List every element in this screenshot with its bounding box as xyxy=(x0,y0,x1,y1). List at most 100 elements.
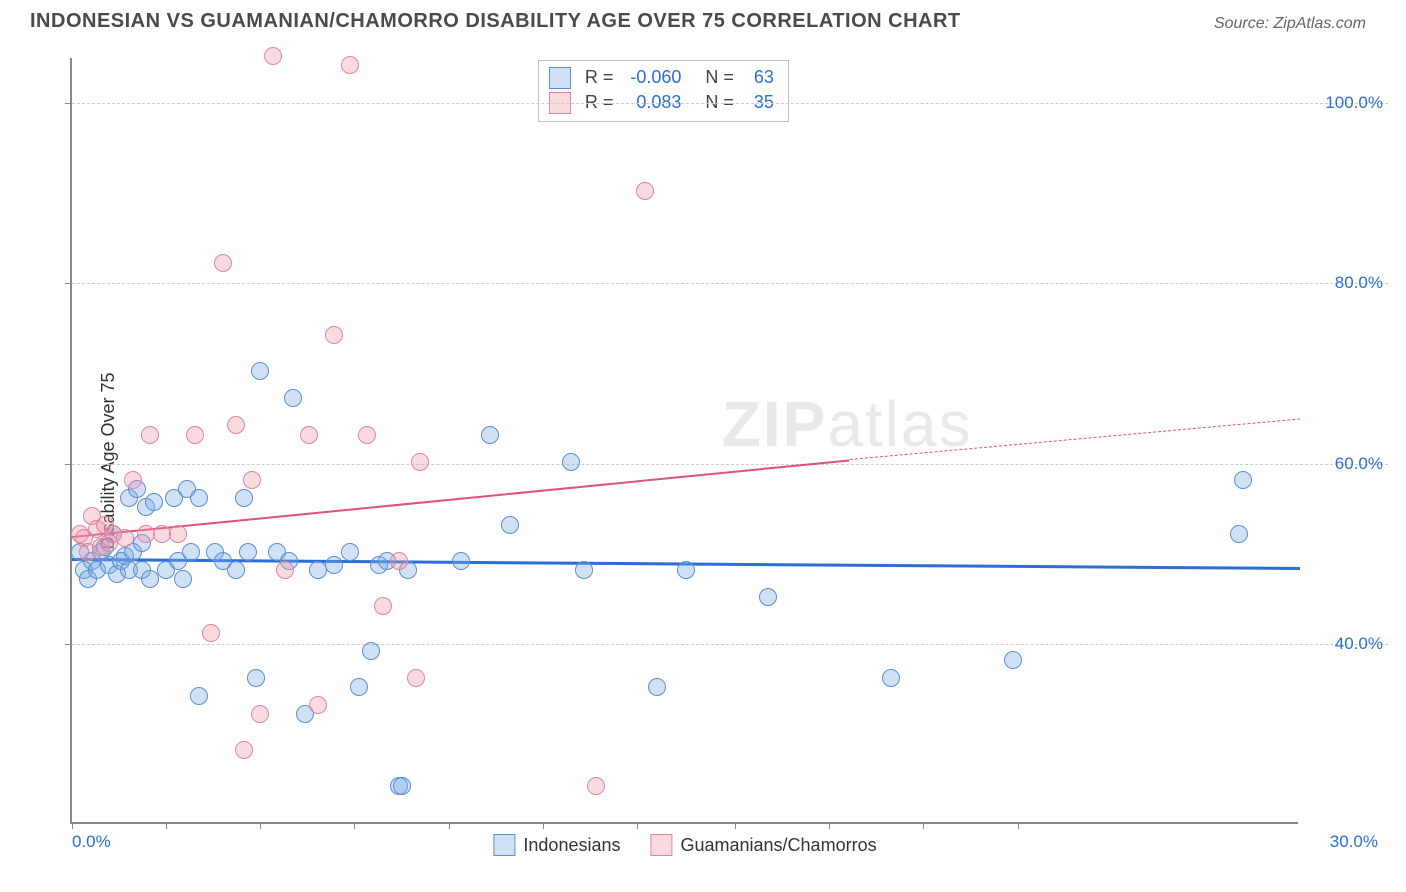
data-point xyxy=(562,453,580,471)
n-value: 63 xyxy=(744,65,774,90)
data-point xyxy=(300,426,318,444)
data-point xyxy=(1004,651,1022,669)
y-tick xyxy=(65,464,72,465)
data-point xyxy=(362,642,380,660)
x-tick-label-max: 30.0% xyxy=(1330,832,1378,852)
data-point xyxy=(341,543,359,561)
data-point xyxy=(141,426,159,444)
data-point xyxy=(501,516,519,534)
data-point xyxy=(174,570,192,588)
data-point xyxy=(481,426,499,444)
data-point xyxy=(309,561,327,579)
gridline-h xyxy=(72,103,1388,104)
data-point xyxy=(264,47,282,65)
data-point xyxy=(214,254,232,272)
data-point xyxy=(284,389,302,407)
data-point xyxy=(309,696,327,714)
watermark: ZIPatlas xyxy=(722,387,973,461)
data-point xyxy=(141,570,159,588)
data-point xyxy=(759,588,777,606)
data-point xyxy=(190,687,208,705)
data-point xyxy=(124,471,142,489)
data-point xyxy=(251,705,269,723)
source-credit: Source: ZipAtlas.com xyxy=(1214,15,1366,33)
x-tick xyxy=(829,822,830,829)
data-point xyxy=(202,624,220,642)
gridline-h xyxy=(72,283,1388,284)
plot-region: ZIPatlas R =-0.060N =63R =0.083N =35 Ind… xyxy=(70,58,1298,824)
data-point xyxy=(636,182,654,200)
x-tick xyxy=(543,822,544,829)
data-point xyxy=(411,453,429,471)
trendline-extrapolated xyxy=(850,418,1300,460)
data-point xyxy=(677,561,695,579)
data-point xyxy=(137,525,155,543)
legend-item: Guamanians/Chamorros xyxy=(650,834,876,856)
y-tick xyxy=(65,644,72,645)
data-point xyxy=(393,777,411,795)
data-point xyxy=(358,426,376,444)
y-tick-label: 60.0% xyxy=(1335,454,1383,474)
y-tick-label: 100.0% xyxy=(1325,93,1383,113)
chart-header: INDONESIAN VS GUAMANIAN/CHAMORRO DISABIL… xyxy=(0,0,1406,39)
watermark-bold: ZIP xyxy=(722,388,828,460)
gridline-h xyxy=(72,464,1388,465)
x-tick xyxy=(72,822,73,829)
chart-area: Disability Age Over 75 ZIPatlas R =-0.06… xyxy=(30,48,1388,874)
data-point xyxy=(227,416,245,434)
x-tick xyxy=(354,822,355,829)
r-label: R = xyxy=(585,65,614,90)
data-point xyxy=(575,561,593,579)
data-point xyxy=(882,669,900,687)
y-tick-label: 80.0% xyxy=(1335,273,1383,293)
data-point xyxy=(1234,471,1252,489)
series-legend: Indonesians Guamanians/Chamorros xyxy=(493,834,876,856)
series-swatch xyxy=(549,67,571,89)
x-tick xyxy=(449,822,450,829)
gridline-h xyxy=(72,644,1388,645)
data-point xyxy=(390,552,408,570)
data-point xyxy=(190,489,208,507)
data-point xyxy=(587,777,605,795)
trendline xyxy=(72,459,850,538)
n-label: N = xyxy=(705,65,734,90)
legend-label: Guamanians/Chamorros xyxy=(680,835,876,856)
data-point xyxy=(374,597,392,615)
data-point xyxy=(341,56,359,74)
data-point xyxy=(235,741,253,759)
data-point xyxy=(407,669,425,687)
data-point xyxy=(186,426,204,444)
data-point xyxy=(235,489,253,507)
data-point xyxy=(325,326,343,344)
x-tick xyxy=(166,822,167,829)
data-point xyxy=(243,471,261,489)
y-tick xyxy=(65,283,72,284)
r-value: -0.060 xyxy=(623,65,681,90)
legend-item: Indonesians xyxy=(493,834,620,856)
legend-swatch xyxy=(650,834,672,856)
data-point xyxy=(239,543,257,561)
data-point xyxy=(227,561,245,579)
x-tick xyxy=(260,822,261,829)
watermark-rest: atlas xyxy=(827,388,972,460)
x-tick xyxy=(1018,822,1019,829)
data-point xyxy=(276,561,294,579)
legend-label: Indonesians xyxy=(523,835,620,856)
data-point xyxy=(325,556,343,574)
data-point xyxy=(350,678,368,696)
data-point xyxy=(116,529,134,547)
y-tick xyxy=(65,103,72,104)
data-point xyxy=(169,525,187,543)
y-tick-label: 40.0% xyxy=(1335,634,1383,654)
data-point xyxy=(1230,525,1248,543)
correlation-stats-box: R =-0.060N =63R =0.083N =35 xyxy=(538,60,789,122)
data-point xyxy=(247,669,265,687)
data-point xyxy=(251,362,269,380)
data-point xyxy=(452,552,470,570)
legend-swatch xyxy=(493,834,515,856)
x-tick xyxy=(637,822,638,829)
data-point xyxy=(648,678,666,696)
x-tick xyxy=(923,822,924,829)
data-point xyxy=(145,493,163,511)
stats-row: R = -0.060 N = 63 xyxy=(549,65,774,90)
